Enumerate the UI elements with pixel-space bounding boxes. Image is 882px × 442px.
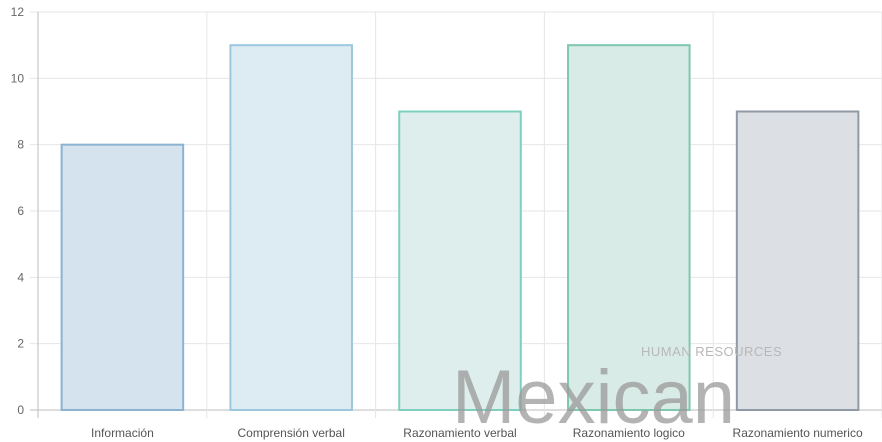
y-tick-label: 0 [17,403,24,417]
x-tick-label: Razonamiento verbal [403,426,516,440]
axis-labels: 0 2 4 6 8 10 12 Información Comprensión verbal Ra… [11,5,863,440]
watermark: HUMAN RESOURCES Mexican [452,344,782,440]
watermark-subtitle: HUMAN RESOURCES [641,344,782,359]
x-tick-label: Comprensión verbal [238,426,345,440]
y-tick-label: 6 [17,204,24,218]
y-tick-label: 12 [11,5,25,19]
y-tick-label: 4 [17,270,24,284]
y-tick-label: 10 [11,71,25,85]
bar [398,110,522,411]
y-tick-label: 2 [17,337,24,351]
x-tick-label: Información [91,426,154,440]
bar [229,44,353,412]
x-tick-label: Razonamiento numerico [733,426,863,440]
bar [60,143,185,412]
y-tick-label: 8 [17,138,24,152]
bars [60,44,860,412]
watermark-title: Mexican [452,355,735,440]
bar [567,44,691,412]
x-tick-label: Razonamiento logico [573,426,685,440]
bar [735,110,860,411]
